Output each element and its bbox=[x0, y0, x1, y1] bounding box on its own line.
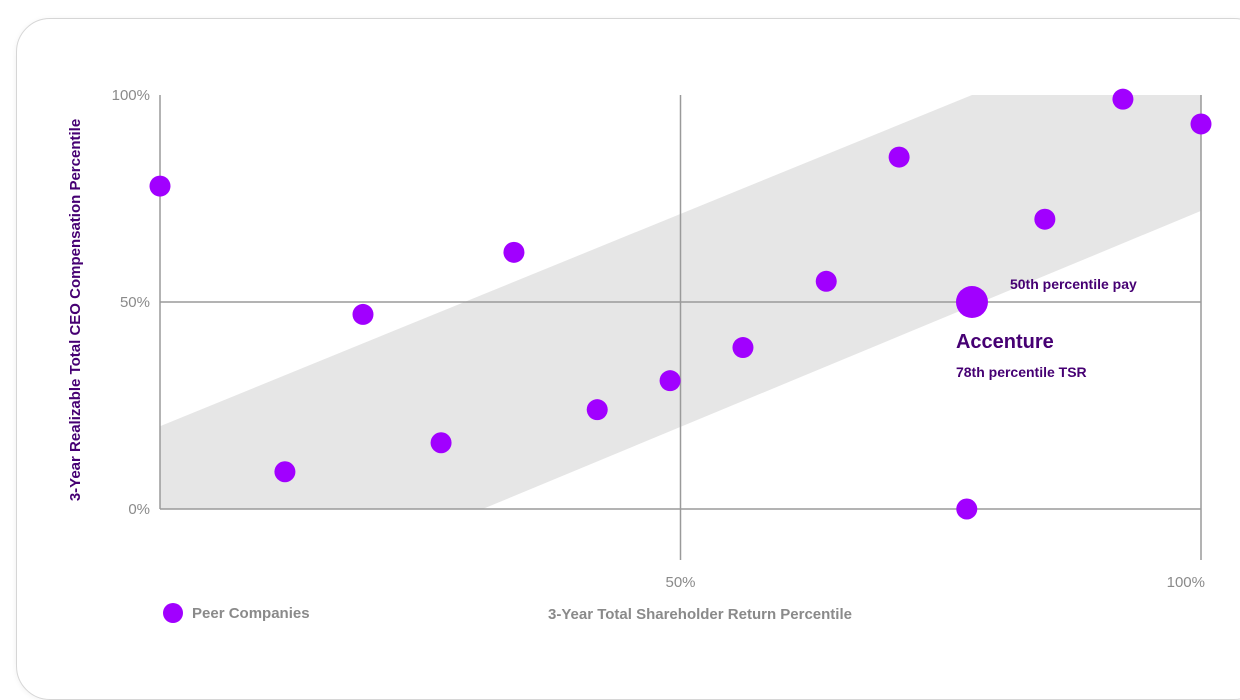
peer-company-point bbox=[1034, 208, 1056, 230]
peer-company-point bbox=[352, 303, 374, 325]
data-points bbox=[149, 88, 1212, 520]
x-tick-label-50: 50% bbox=[665, 574, 695, 591]
peer-company-point bbox=[659, 370, 681, 392]
highlight-name-label: Accenture bbox=[956, 331, 1054, 353]
y-tick-label-100: 100% bbox=[112, 87, 150, 104]
tick-labels: 0% 50% 100% 50% 100% bbox=[112, 87, 1205, 591]
legend-label-peer-companies: Peer Companies bbox=[192, 605, 310, 622]
peer-company-point bbox=[888, 146, 910, 168]
x-tick-label-100: 100% bbox=[1167, 574, 1205, 591]
scatter-chart: 0% 50% 100% 50% 100% 3-Year Realizable Total… bbox=[67, 87, 1212, 623]
peer-company-point bbox=[586, 399, 608, 421]
peer-company-point bbox=[149, 175, 171, 197]
peer-company-point bbox=[503, 241, 525, 263]
highlight-tsr-label: 78th percentile TSR bbox=[956, 364, 1087, 380]
peer-company-point bbox=[274, 461, 296, 483]
y-tick-label-0: 0% bbox=[128, 501, 150, 518]
peer-company-point bbox=[1190, 113, 1212, 135]
legend-marker-peer-companies bbox=[163, 603, 183, 623]
peer-company-point bbox=[815, 270, 837, 292]
peer-company-point bbox=[1112, 88, 1134, 110]
peer-company-point bbox=[956, 498, 978, 520]
y-axis-title: 3-Year Realizable Total CEO Compensation… bbox=[67, 119, 84, 501]
y-tick-label-50: 50% bbox=[120, 294, 150, 311]
peer-company-point bbox=[732, 337, 754, 359]
x-axis-title: 3-Year Total Shareholder Return Percenti… bbox=[548, 606, 852, 623]
grid-lines bbox=[159, 95, 1202, 560]
peer-company-point bbox=[430, 432, 452, 454]
highlight-point-accenture bbox=[955, 286, 988, 318]
highlight-pay-label: 50th percentile pay bbox=[1010, 276, 1137, 292]
